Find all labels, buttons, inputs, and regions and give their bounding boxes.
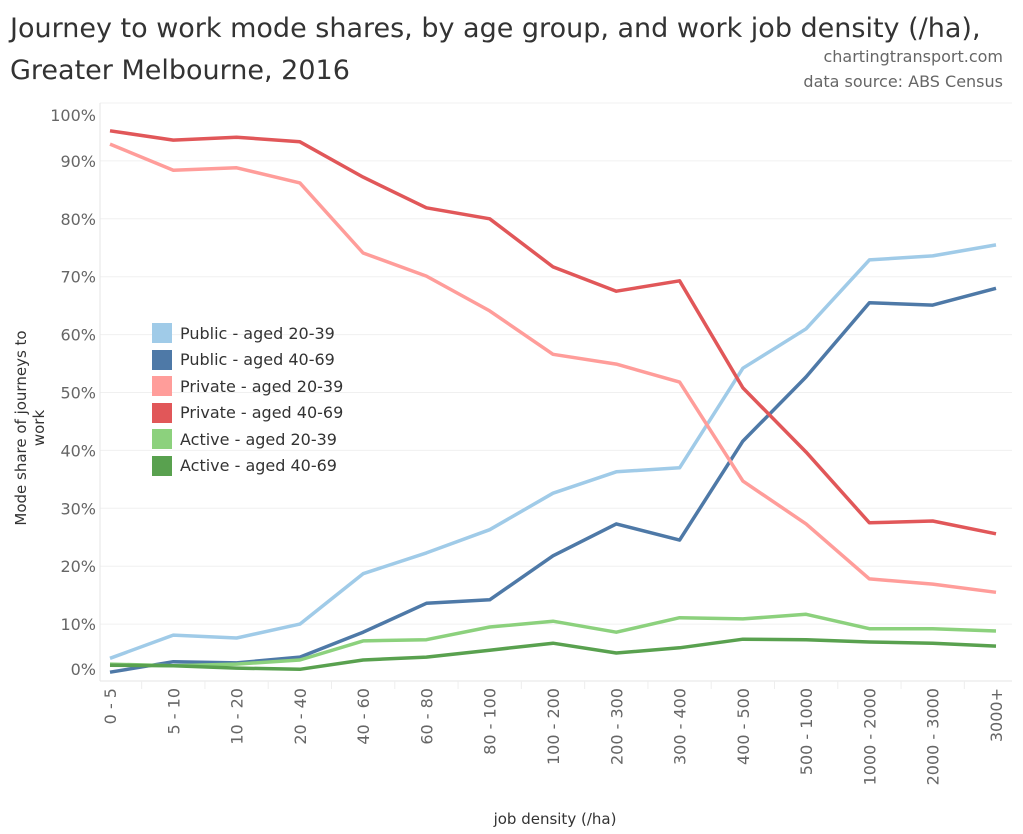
legend-item: Active - aged 40-69: [152, 453, 343, 480]
legend-swatch: [152, 455, 172, 476]
x-axis-title: job density (/ha): [493, 810, 617, 828]
chart-title: Journey to work mode shares, by age grou…: [10, 8, 981, 92]
y-tick-label: 90%: [60, 152, 96, 171]
x-tick-label: 200 - 300: [607, 688, 626, 765]
title-line-1: Journey to work mode shares, by age grou…: [10, 13, 981, 44]
legend-swatch: [152, 376, 172, 397]
x-tick-label: 0 - 5: [101, 688, 120, 724]
x-tick-label: 60 - 80: [417, 688, 436, 745]
legend-swatch: [152, 402, 172, 423]
legend-item: Public - aged 40-69: [152, 347, 343, 374]
y-tick-label: 10%: [60, 615, 96, 634]
x-tick-label: 400 - 500: [734, 688, 753, 765]
series-line-private-aged-20-39: [109, 142, 997, 595]
legend-label: Private - aged 20-39: [180, 376, 344, 396]
series-line-public-aged-40-69: [109, 286, 997, 674]
series-line-private-aged-40-69: [109, 129, 997, 536]
legend-item: Private - aged 20-39: [152, 373, 343, 400]
x-tick-label: 20 - 40: [291, 688, 310, 745]
y-tick-label: 100%: [50, 106, 96, 125]
y-tick-label: 30%: [60, 499, 96, 518]
x-tick-label: 40 - 60: [354, 688, 373, 745]
legend-swatch: [152, 349, 172, 370]
data-source: data source: ABS Census: [803, 72, 1003, 91]
credit: chartingtransport.com: [823, 47, 1003, 66]
series-line-active-aged-20-39: [109, 612, 997, 668]
y-tick-label: 70%: [60, 268, 96, 287]
x-tick-label: 3000+: [987, 688, 1006, 742]
legend-label: Public - aged 40-69: [180, 350, 335, 370]
x-tick-label: 1000 - 2000: [860, 688, 879, 785]
legend-label: Public - aged 20-39: [180, 323, 335, 343]
x-tick-label: 80 - 100: [481, 688, 500, 755]
x-tick-label: 5 - 10: [164, 688, 183, 734]
legend-item: Private - aged 40-69: [152, 400, 343, 427]
x-tick-label: 100 - 200: [544, 688, 563, 765]
y-tick-label: 50%: [60, 384, 96, 403]
y-tick-label: 20%: [60, 557, 96, 576]
series-line-active-aged-40-69: [109, 637, 997, 672]
series-line-public-aged-20-39: [109, 243, 997, 660]
y-tick-label: 80%: [60, 210, 96, 229]
y-tick-label: 40%: [60, 441, 96, 460]
legend-label: Active - aged 40-69: [180, 456, 337, 476]
x-tick-label: 300 - 400: [671, 688, 690, 765]
legend-label: Private - aged 40-69: [180, 403, 344, 423]
x-tick-label: 10 - 20: [228, 688, 247, 745]
y-tick-label: 60%: [60, 326, 96, 345]
title-line-2: Greater Melbourne, 2016: [10, 55, 350, 86]
legend-item: Active - aged 20-39: [152, 426, 343, 453]
y-tick-label: 0%: [71, 660, 96, 679]
x-tick-label: 2000 - 3000: [924, 688, 943, 785]
legend-swatch: [152, 323, 172, 344]
legend-label: Active - aged 20-39: [180, 429, 337, 449]
legend-item: Public - aged 20-39: [152, 320, 343, 347]
legend: Public - aged 20-39 Public - aged 40-69 Pr…: [152, 320, 343, 479]
x-tick-label: 500 - 1000: [797, 688, 816, 775]
legend-swatch: [152, 429, 172, 450]
y-axis-title: Mode share of journeys to work: [12, 330, 48, 526]
